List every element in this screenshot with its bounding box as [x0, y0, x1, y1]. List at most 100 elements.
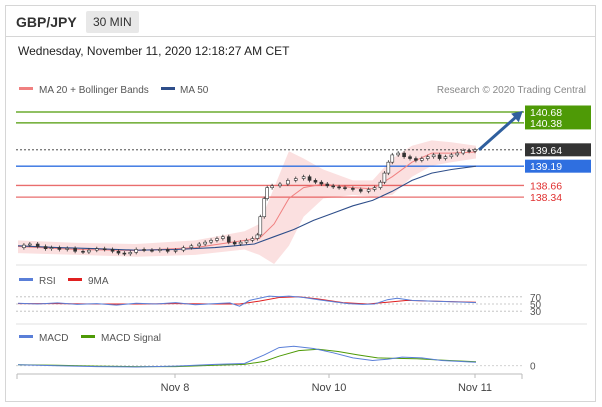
candle-body: [215, 238, 219, 241]
candle-body: [301, 176, 306, 179]
legend-swatch-ma50: [161, 87, 175, 90]
candle-body: [226, 236, 231, 243]
candle-body: [173, 249, 178, 252]
candle-body: [102, 248, 107, 251]
candle-body: [110, 249, 115, 252]
candle-body: [134, 249, 138, 253]
timestamp: Wednesday, November 11, 2020 12:18:27 AM…: [18, 44, 290, 58]
candle-body: [390, 154, 395, 163]
macd-line: [17, 345, 477, 368]
candle-body: [94, 248, 99, 251]
candle-body: [420, 158, 424, 161]
target-arrow-shaft: [477, 113, 520, 151]
price-label-box-3: [525, 159, 591, 173]
candle-body: [270, 185, 274, 188]
timeframe-button[interactable]: 30 MIN: [86, 11, 139, 33]
candle-body: [425, 156, 430, 159]
candle-body: [473, 149, 477, 152]
candle-body: [87, 249, 91, 253]
candle-body: [431, 154, 436, 158]
candle-body: [57, 247, 62, 250]
candle-body: [331, 185, 335, 188]
legend-swatch-ma20: [19, 87, 33, 90]
candle-body: [358, 189, 363, 192]
rsi-tick-label-2: 30: [530, 307, 542, 318]
macd-panel: 0: [16, 345, 536, 373]
candle-body: [467, 150, 471, 152]
candle-body: [378, 181, 383, 188]
candle-body: [325, 183, 330, 187]
candle-body: [238, 241, 243, 245]
candle-body: [396, 152, 400, 156]
legend-macd-signal-label: MACD Signal: [101, 333, 161, 344]
candle-body: [197, 243, 202, 247]
candle-body: [203, 241, 207, 245]
candle-body: [49, 247, 54, 250]
candle-body: [28, 243, 32, 246]
candle-body: [122, 252, 127, 255]
candle-body: [73, 248, 77, 252]
candle-body: [250, 238, 255, 241]
candle-body: [386, 161, 391, 174]
candle-body: [35, 243, 40, 247]
legend-rsi-label: RSI: [39, 276, 56, 287]
candle-body: [65, 248, 70, 250]
candle-body: [81, 250, 85, 253]
candle-body: [351, 188, 355, 190]
price-label-5: 138.34: [530, 192, 562, 204]
candle-body: [189, 245, 194, 248]
chart-header: GBP/JPY 30 MIN: [6, 6, 595, 37]
legend-swatch-macd-signal: [81, 335, 95, 338]
candle-body: [443, 156, 448, 159]
candle-body: [181, 247, 186, 251]
candle-body: [343, 187, 347, 189]
price-label-box-1: [525, 116, 591, 130]
price-label-4: 138.66: [530, 180, 562, 192]
candle-body: [158, 249, 162, 251]
price-label-2: 139.64: [530, 145, 562, 157]
rsi-tick-label-0: 70: [530, 293, 542, 304]
rsi-tick-label-1: 50: [530, 300, 542, 311]
candle-body: [455, 152, 460, 156]
candle-body: [366, 189, 371, 192]
candle-body: [244, 240, 249, 243]
candle-body: [221, 236, 225, 239]
candle-body: [337, 186, 341, 189]
candle-body: [449, 154, 454, 158]
candle-body: [293, 178, 298, 181]
candle-body: [128, 252, 133, 255]
legend-9ma-label: 9MA: [88, 276, 109, 287]
time-axis: Nov 8 Nov 10 Nov 11: [161, 374, 492, 394]
target-arrow-head: [511, 110, 523, 123]
candle-body: [278, 183, 282, 187]
candle-body: [319, 181, 324, 185]
price-label-1: 140.38: [530, 118, 562, 130]
candle-body: [22, 244, 26, 248]
rsi-line: [17, 295, 477, 307]
candle-body: [258, 216, 263, 236]
candle-body: [255, 234, 260, 239]
chart-frame: GBP/JPY 30 MIN Wednesday, November 11, 2…: [5, 5, 596, 402]
price-label-box-0: [525, 105, 591, 119]
candle-body: [232, 241, 237, 245]
candle-body: [116, 250, 121, 254]
legend-macd-label: MACD: [39, 333, 68, 344]
price-label-3: 139.19: [530, 161, 562, 173]
chart-canvas: MA 20 + Bollinger Bands MA 50 Research ©…: [16, 85, 591, 394]
candle-body: [408, 156, 412, 159]
time-tick-label-0: Nov 8: [161, 382, 190, 394]
candle-body: [461, 150, 465, 154]
candle-body: [142, 249, 146, 251]
candle-body: [165, 249, 170, 252]
candle-body: [313, 180, 318, 183]
candle-body: [382, 172, 387, 183]
legend-ma20-label: MA 20 + Bollinger Bands: [39, 85, 149, 96]
legend-swatch-9ma: [68, 278, 82, 281]
candle-body: [437, 154, 442, 159]
macd-signal-line: [17, 348, 477, 368]
candle-body: [265, 187, 269, 199]
candle-body: [262, 198, 267, 218]
time-tick-label-1: Nov 10: [312, 382, 347, 394]
